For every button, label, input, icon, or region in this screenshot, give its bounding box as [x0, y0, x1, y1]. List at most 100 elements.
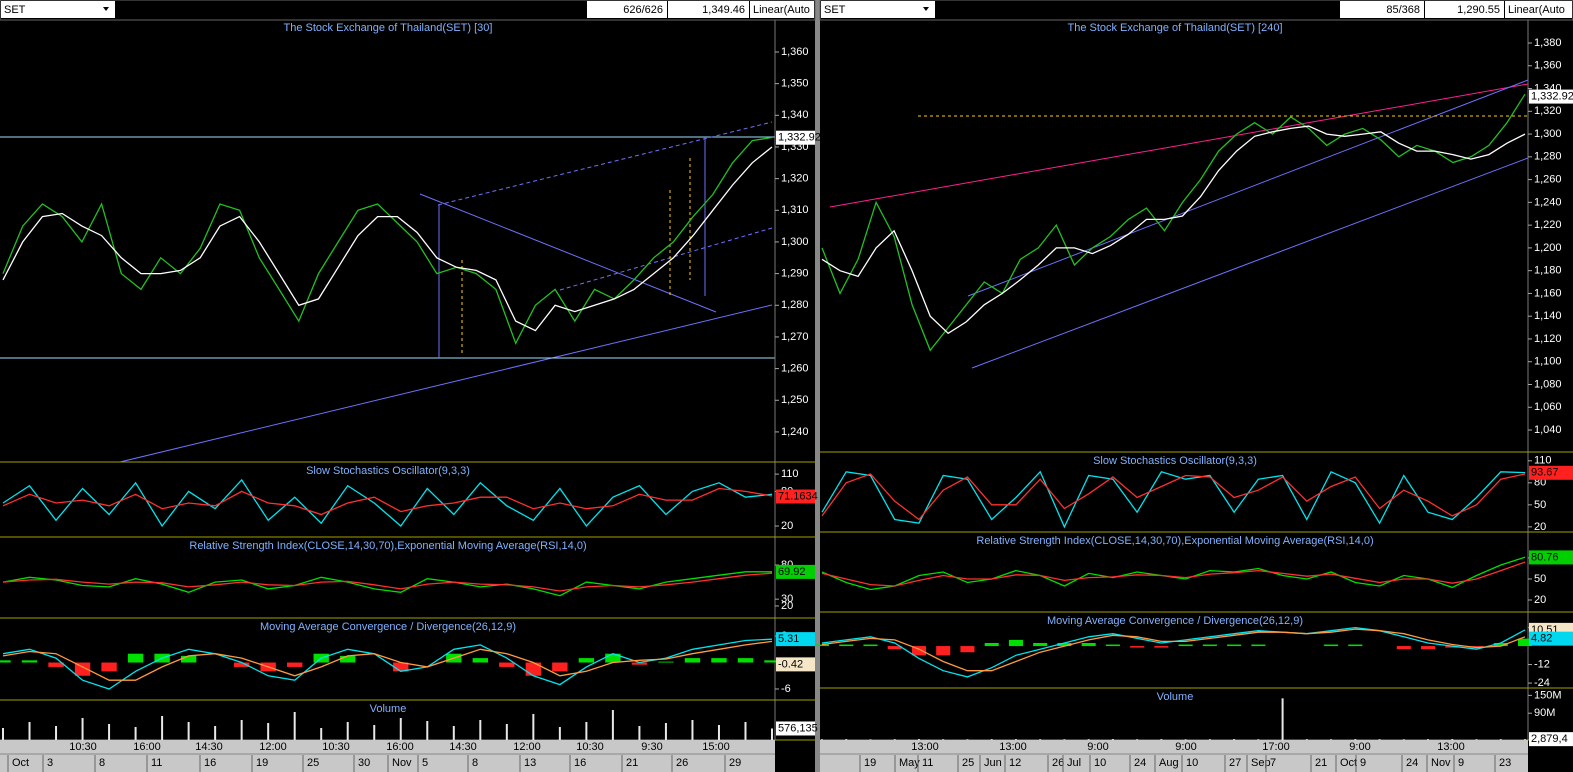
- x-date-label: 8: [99, 757, 105, 769]
- series-line: [821, 556, 1526, 591]
- y-tick-label: 1,180: [1534, 265, 1562, 277]
- symbol-dropdown[interactable]: [821, 1, 935, 18]
- value-tag-label: 4.82: [1531, 633, 1552, 645]
- volume-bar: [1233, 739, 1236, 740]
- y-tick-label: 110: [1534, 455, 1552, 467]
- header-position: 85/368: [1386, 4, 1420, 16]
- y-tick-label: -12: [1534, 658, 1550, 670]
- x-date-label: 5: [422, 757, 428, 769]
- y-tick-label: 50: [1534, 573, 1546, 585]
- histogram-bar: [1348, 644, 1363, 647]
- y-tick-label: 1,240: [781, 426, 809, 438]
- volume-bar: [821, 739, 823, 740]
- x-time-label: 17:00: [1262, 741, 1290, 753]
- volume-bar: [869, 739, 872, 740]
- y-tick-label: 1,220: [1534, 219, 1562, 231]
- volume-bar: [1354, 739, 1357, 740]
- x-date-label: 11: [922, 757, 933, 769]
- header-field: [1340, 1, 1424, 18]
- y-tick-label: 1,280: [781, 299, 809, 311]
- histogram-bar: [839, 644, 854, 647]
- volume-bar: [532, 714, 535, 740]
- volume-bar: [1063, 739, 1066, 740]
- volume-bar: [1257, 739, 1260, 740]
- y-tick-label: 1,320: [781, 173, 809, 185]
- histogram-bar: [936, 646, 951, 656]
- x-date-label: 3: [47, 757, 53, 769]
- pane-title: Relative Strength Index(CLOSE,14,30,70),…: [976, 535, 1373, 547]
- value-tag: [1529, 89, 1573, 104]
- value-tag: [776, 564, 815, 579]
- channel-line: [559, 227, 773, 291]
- volume-bar: [1330, 739, 1333, 740]
- x-date-label: Oct: [1340, 757, 1357, 769]
- header-price: 1,290.55: [1457, 4, 1500, 16]
- volume-bar: [55, 726, 58, 740]
- x-date-label: 24: [1406, 757, 1418, 769]
- volume-bar: [744, 722, 747, 740]
- pane-title: Relative Strength Index(CLOSE,14,30,70),…: [189, 540, 586, 552]
- channel-line: [971, 157, 1529, 369]
- histogram-bar: [1105, 644, 1120, 647]
- series-line: [2, 572, 773, 592]
- histogram-bar: [984, 642, 999, 647]
- y-tick-label: 1,380: [1534, 37, 1562, 49]
- histogram-bar: [711, 658, 727, 663]
- value-tag-label: 2,879,4: [1531, 733, 1568, 745]
- histogram-bar: [1517, 638, 1533, 647]
- x-date-label: 11: [151, 757, 162, 769]
- histogram-bar: [1130, 646, 1145, 648]
- value-tag: [1529, 631, 1573, 646]
- series-line: [2, 571, 772, 597]
- symbol-dropdown[interactable]: [1, 1, 115, 18]
- histogram-bar: [499, 662, 515, 667]
- histogram-bar: [631, 662, 648, 665]
- header-field: [668, 1, 749, 18]
- x-date-label: 25: [962, 757, 974, 769]
- volume-bar: [28, 722, 31, 740]
- volume-bar: [452, 726, 455, 740]
- volume-bar: [479, 720, 482, 740]
- histogram-bar: [1227, 644, 1242, 647]
- series-line: [821, 628, 1526, 672]
- x-date-label: 23: [1499, 757, 1511, 769]
- symbol[interactable]: SET: [4, 4, 26, 16]
- volume-bar: [187, 722, 190, 740]
- x-date-label: 7: [1270, 757, 1276, 769]
- x-time-label: 16:00: [133, 741, 161, 753]
- pane-title: Volume: [370, 703, 407, 715]
- value-tag-label: 93.67: [1531, 467, 1559, 479]
- volume-bar: [426, 721, 429, 740]
- dropdown-arrow[interactable]: [923, 7, 929, 11]
- volume-bar: [1475, 739, 1478, 740]
- y-tick-label: 1,240: [1534, 196, 1562, 208]
- volume-bar: [1160, 739, 1163, 740]
- volume-bar: [1305, 739, 1308, 740]
- x-time-label: 9:30: [641, 741, 662, 753]
- y-tick-label: 1,040: [1534, 424, 1562, 436]
- x-time-label: 10:30: [322, 741, 350, 753]
- histogram-bar: [1178, 644, 1193, 647]
- volume-bar: [1136, 739, 1139, 740]
- value-tag-label: 576,135: [778, 722, 818, 734]
- symbol[interactable]: SET: [824, 4, 846, 16]
- series-line: [2, 487, 773, 516]
- header-field: [750, 1, 814, 18]
- x-date-label: 10: [1186, 757, 1198, 769]
- x-time-label: 13:00: [999, 741, 1027, 753]
- header-position: 626/626: [623, 4, 663, 16]
- pane-title: Moving Average Convergence / Divergence(…: [260, 621, 516, 633]
- series-line: [2, 136, 773, 345]
- value-tag: [1529, 550, 1573, 565]
- series-line: [2, 146, 773, 332]
- dropdown-arrow[interactable]: [103, 7, 109, 11]
- histogram-bar: [393, 662, 409, 672]
- histogram-bar: [1154, 646, 1169, 648]
- x-date-label: 27: [1229, 757, 1241, 769]
- value-tag: [776, 130, 815, 145]
- x-time-label: 13:00: [911, 741, 939, 753]
- series-line: [821, 561, 1526, 587]
- histogram-bar: [605, 653, 621, 663]
- volume-bar: [399, 718, 402, 740]
- x-time-label: 9:00: [1175, 741, 1196, 753]
